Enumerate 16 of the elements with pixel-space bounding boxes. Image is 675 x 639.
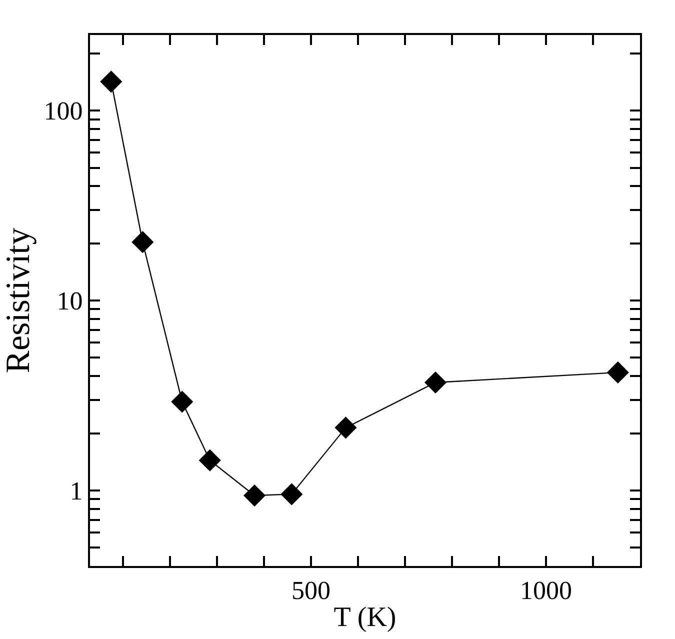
point	[606, 361, 629, 384]
x-axis-title: T (K)	[334, 602, 396, 633]
point	[243, 484, 266, 507]
y-tick-label: 1	[70, 476, 83, 506]
y-axis-title: Resistivity	[0, 228, 37, 374]
point	[334, 416, 357, 439]
point	[100, 70, 122, 93]
y-tick-label: 10	[56, 286, 83, 316]
point	[280, 483, 303, 506]
point	[132, 231, 154, 254]
point	[424, 371, 447, 394]
x-tick-label: 1000	[520, 576, 572, 606]
x-tick-label: 500	[291, 576, 330, 606]
point	[171, 390, 194, 413]
point	[198, 449, 221, 472]
y-tick-label: 100	[44, 96, 83, 126]
